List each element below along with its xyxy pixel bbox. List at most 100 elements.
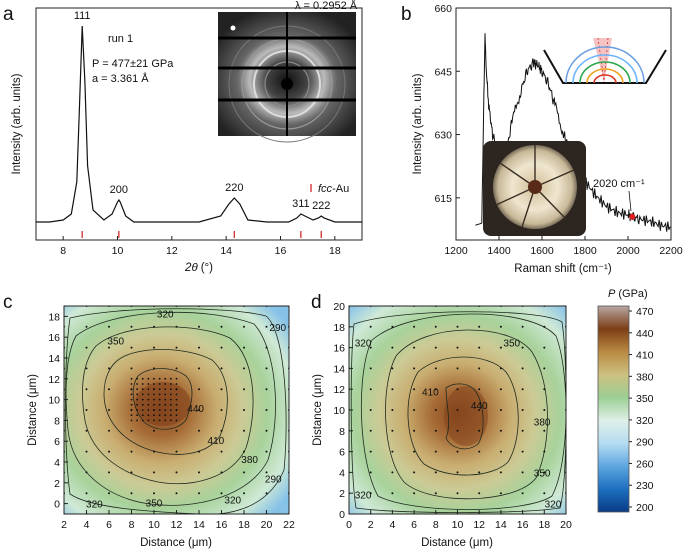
panel-d-ytick-label: 16: [333, 343, 345, 355]
measurement-point: [153, 429, 155, 432]
panel-b-frame: [455, 7, 672, 241]
measurement-point: [141, 409, 144, 411]
panel-b-annotation: 2020 cm⁻¹: [593, 178, 645, 190]
measurement-point: [521, 471, 524, 474]
measurement-point: [85, 471, 88, 474]
panel-a-wavelength: λ = 0.2952 Å: [295, 0, 358, 12]
measurement-point: [478, 409, 481, 411]
measurement-point: [130, 377, 133, 380]
measurement-point: [108, 450, 110, 453]
measurement-point: [108, 346, 110, 349]
measurement-point: [456, 450, 459, 453]
panel-a-xtick-label: 8: [60, 245, 66, 257]
measurement-point: [130, 471, 133, 474]
measurement-point: [265, 429, 268, 432]
panel-d-xtick-label: 16: [517, 519, 529, 531]
measurement-point: [169, 388, 172, 391]
measurement-point: [141, 388, 144, 391]
measurement-point: [136, 419, 139, 422]
measurement-point: [136, 409, 139, 411]
panel-c-xtick-label: 8: [129, 519, 135, 531]
measurement-point: [108, 409, 110, 411]
measurement-point: [391, 367, 394, 370]
panel-d-xtick-label: 10: [452, 519, 464, 531]
measurement-point: [243, 346, 245, 349]
measurement-point: [220, 388, 223, 391]
measurement-point: [456, 367, 459, 370]
contour-label-290: 290: [265, 475, 282, 486]
measurement-point: [220, 409, 223, 411]
contour-label-320: 320: [224, 495, 241, 506]
measurement-point: [169, 419, 172, 422]
measurement-point: [85, 325, 88, 328]
measurement-point: [391, 429, 394, 432]
measurement-point: [108, 429, 110, 432]
measurement-point: [153, 403, 155, 406]
contour-380: [385, 329, 548, 500]
measurement-point: [265, 346, 268, 349]
measurement-point: [265, 325, 268, 328]
measurement-point: [413, 367, 416, 370]
measurement-point: [141, 414, 144, 417]
measurement-point: [130, 429, 133, 432]
measurement-point: [85, 450, 88, 453]
measurement-point: [147, 393, 150, 396]
colorbar-tick-label: 320: [636, 415, 654, 427]
measurement-point: [153, 377, 155, 380]
contour-label-320: 320: [355, 338, 372, 349]
panel-d-ytick-label: 12: [333, 384, 345, 396]
panel-c-xtick-label: 14: [193, 519, 205, 531]
measurement-point: [220, 471, 223, 474]
measurement-point: [130, 492, 133, 495]
panel-c-ytick-label: 16: [48, 332, 60, 344]
contour-440: [445, 383, 484, 450]
measurement-point: [153, 383, 155, 385]
measurement-point: [136, 383, 139, 385]
measurement-point: [164, 414, 167, 417]
panel-c-xtick-label: 16: [216, 519, 228, 531]
measurement-point: [147, 398, 150, 401]
panel-d-ylabel: Distance (μm): [312, 374, 324, 446]
measurement-point: [220, 492, 223, 495]
measurement-point: [141, 398, 144, 401]
laser-beam: [593, 38, 612, 82]
measurement-point: [164, 393, 167, 396]
panel-c-xtick-label: 6: [106, 519, 112, 531]
panel-a-xtick-label: 14: [220, 245, 232, 257]
colorbar-title-unit: (GPa): [618, 288, 647, 300]
measurement-point: [169, 414, 172, 417]
contour-label-320: 320: [545, 500, 562, 511]
measurement-point: [543, 388, 546, 391]
panel-a-xlabel-unit: (°): [201, 262, 213, 274]
measurement-point: [198, 325, 200, 328]
panel-c-ytick-label: 8: [54, 415, 60, 427]
measurement-point: [141, 403, 144, 406]
panel-d-xtick-label: 12: [473, 519, 485, 531]
panel-c-ylabel: Distance (μm): [27, 374, 39, 446]
measurement-point: [243, 325, 245, 328]
colorbar-gradient-bar: [597, 305, 630, 513]
sample-photo: [483, 141, 586, 236]
measurement-point: [413, 388, 416, 391]
diffraction-spot: [230, 25, 236, 31]
measurement-point: [499, 325, 502, 328]
panel-d-xtick-label: 6: [411, 519, 417, 531]
measurement-point: [521, 450, 524, 453]
panel-d-ytick-label: 8: [339, 426, 345, 438]
panel-c-xtick-label: 12: [171, 519, 183, 531]
measurement-point: [220, 346, 223, 349]
colorbar-title-symbol: P: [608, 288, 616, 300]
panel-c-xtick-label: 2: [61, 519, 67, 531]
measurement-point: [169, 377, 172, 380]
contour-label-320: 320: [355, 490, 372, 501]
measurement-point: [543, 409, 546, 411]
measurement-point: [198, 346, 200, 349]
panel-d-ytick-label: 2: [339, 488, 345, 500]
measurement-point: [543, 367, 546, 370]
measurement-point: [543, 471, 546, 474]
measurement-point: [147, 383, 150, 385]
measurement-point: [521, 346, 524, 349]
measurement-point: [434, 367, 437, 370]
measurement-point: [456, 429, 459, 432]
